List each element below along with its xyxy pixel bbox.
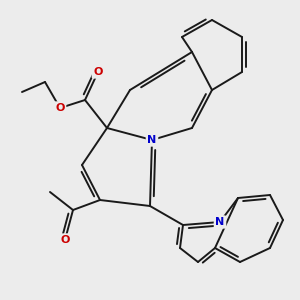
Text: N: N [215,217,225,227]
Text: O: O [55,103,65,113]
Text: N: N [147,135,157,145]
Text: O: O [60,235,70,245]
Text: O: O [93,67,103,77]
